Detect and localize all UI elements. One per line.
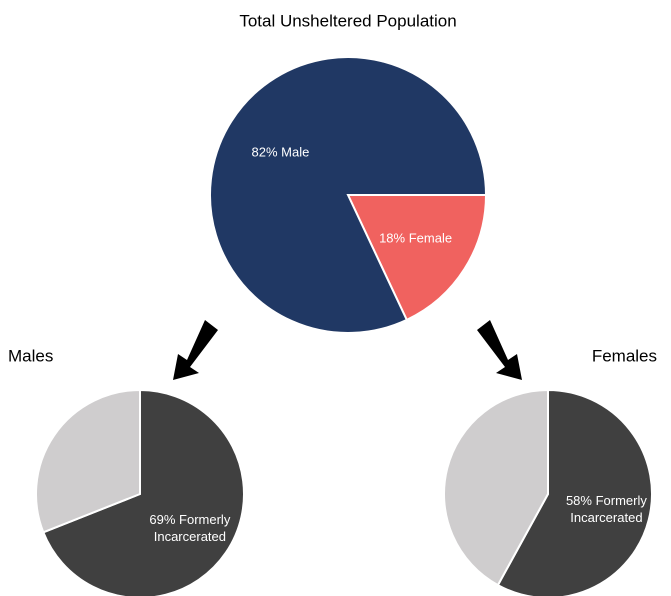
slice-label: 58% Formerly Incarcerated: [565, 493, 647, 525]
slice-label: 69% Formerly Incarcerated: [149, 511, 231, 544]
chart-title: Total Unsheltered Population: [239, 11, 456, 30]
pie-slice: [496, 388, 653, 596]
pie-slice: [346, 194, 488, 322]
slice-label: 18% Female: [379, 230, 453, 246]
pie-slice: [35, 388, 141, 534]
arrow: [173, 320, 218, 380]
pie-slice: [209, 56, 488, 334]
pie-slice: [42, 388, 245, 596]
slice-label: 82% Male: [251, 144, 310, 160]
chart-title: Females: [592, 346, 657, 365]
pie-slice: [443, 388, 549, 587]
chart-title: Males: [8, 346, 53, 365]
arrow: [477, 320, 522, 380]
